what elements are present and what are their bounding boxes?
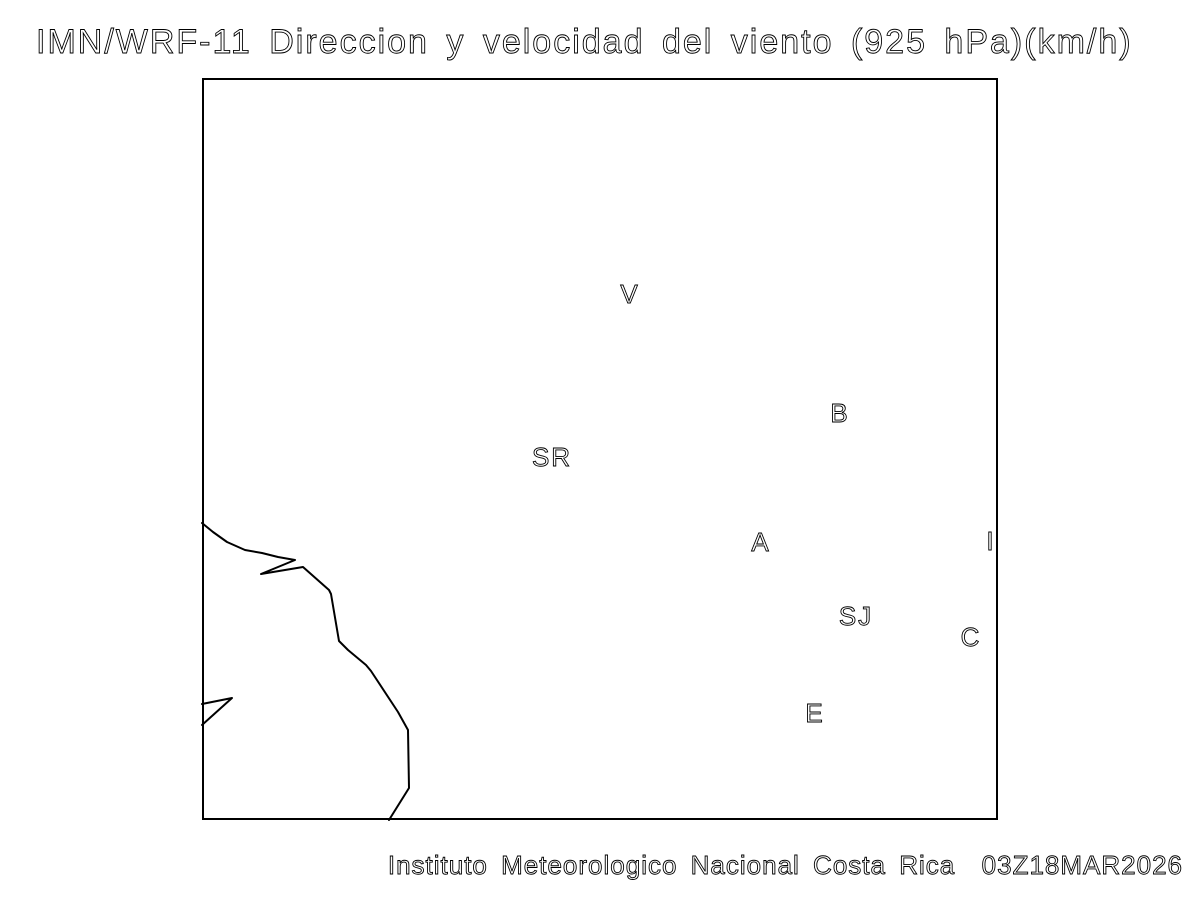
- footer-caption: Instituto Meteorologico Nacional Costa R…: [387, 850, 1183, 880]
- map-plot-area: [202, 78, 998, 820]
- station-label-v: V: [620, 279, 640, 309]
- chart-title: IMN/WRF-11 Direccion y velocidad del vie…: [36, 23, 1133, 61]
- station-label-c: C: [960, 622, 982, 652]
- station-label-e: E: [805, 698, 825, 728]
- station-label-a: A: [751, 527, 771, 557]
- station-label-sj: SJ: [838, 601, 874, 631]
- station-label-i: I: [986, 526, 996, 556]
- station-label-b: B: [830, 398, 850, 428]
- station-label-sr: SR: [531, 442, 573, 472]
